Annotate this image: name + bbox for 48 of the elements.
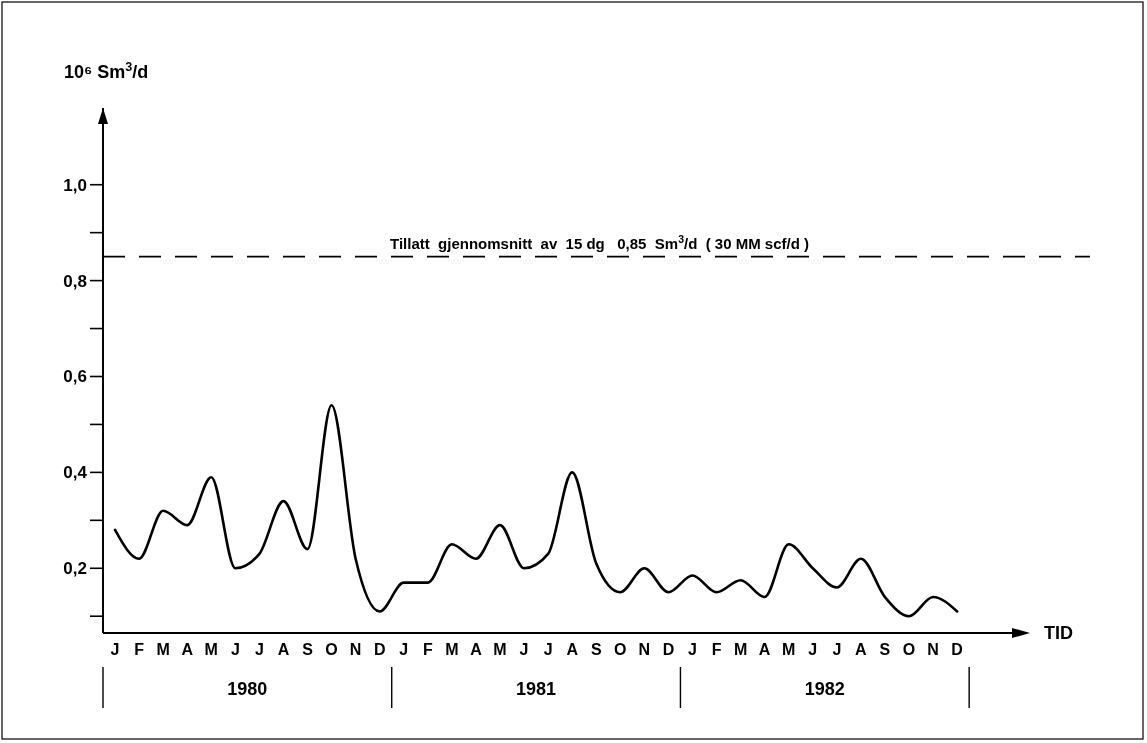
text: 1980 bbox=[227, 679, 268, 699]
x-tick-label: J bbox=[543, 641, 553, 658]
y-tick-label: 0,4 bbox=[63, 463, 88, 483]
x-tick-label: J bbox=[808, 641, 818, 658]
x-tick-label: A bbox=[181, 641, 194, 658]
y-tick-label: 0,2 bbox=[63, 559, 87, 579]
y-tick-label: 0,6 bbox=[63, 367, 87, 387]
x-tick-label: O bbox=[325, 641, 338, 658]
x-tick-label: M bbox=[733, 641, 748, 658]
ref-line-label: Tillatt gjennomsnitt av 15 dg 0,85 Sm$^{3}$/d ( 30 MM scf/d ) bbox=[390, 232, 809, 252]
x-tick-label: F bbox=[711, 641, 722, 658]
x-tick-label: J bbox=[110, 641, 120, 658]
x-tick-label: J bbox=[230, 641, 240, 658]
x-tick-label: A bbox=[855, 641, 868, 658]
x-tick-label: D bbox=[662, 641, 675, 658]
x-tick-label: S bbox=[879, 641, 891, 658]
x-tick-label: J bbox=[688, 641, 697, 658]
x-tick-label: M bbox=[782, 641, 796, 658]
x-axis-title: TID bbox=[1044, 623, 1073, 644]
y-tick-label: 0,8 bbox=[63, 271, 87, 291]
x-tick-label: J bbox=[519, 641, 529, 658]
x-tick-label: D bbox=[951, 641, 963, 658]
x-tick-label: J bbox=[832, 641, 842, 658]
text: 1981 bbox=[516, 679, 557, 699]
x-tick-label: N bbox=[349, 641, 362, 658]
x-tick-label: A bbox=[277, 641, 290, 658]
y-tick-label: 1,0 bbox=[63, 175, 87, 195]
x-tick-label: N bbox=[927, 641, 939, 658]
x-tick-label: J bbox=[254, 641, 264, 658]
x-tick-label: S bbox=[302, 641, 314, 658]
x-tick-label: D bbox=[373, 641, 386, 658]
x-tick-label: A bbox=[470, 641, 483, 658]
text: 1982 bbox=[804, 679, 845, 699]
x-tick-label: M bbox=[204, 641, 218, 658]
x-tick-label: A bbox=[758, 641, 771, 658]
x-tick-label: A bbox=[566, 641, 579, 658]
x-tick-label: F bbox=[422, 641, 433, 658]
x-tick-label: M bbox=[493, 641, 507, 658]
y-axis-title: 10⁶ Sm$^{3}$/d bbox=[64, 60, 149, 82]
x-tick-label: S bbox=[590, 641, 602, 658]
x-tick-label: O bbox=[614, 641, 627, 658]
line-series bbox=[113, 403, 959, 618]
x-tick-label: N bbox=[638, 641, 651, 658]
x-tick-label: J bbox=[399, 641, 409, 658]
x-tick-label: F bbox=[134, 641, 145, 658]
x-tick-label: M bbox=[445, 641, 459, 658]
x-tick-label: O bbox=[902, 641, 916, 658]
x-tick-label: M bbox=[156, 641, 170, 658]
